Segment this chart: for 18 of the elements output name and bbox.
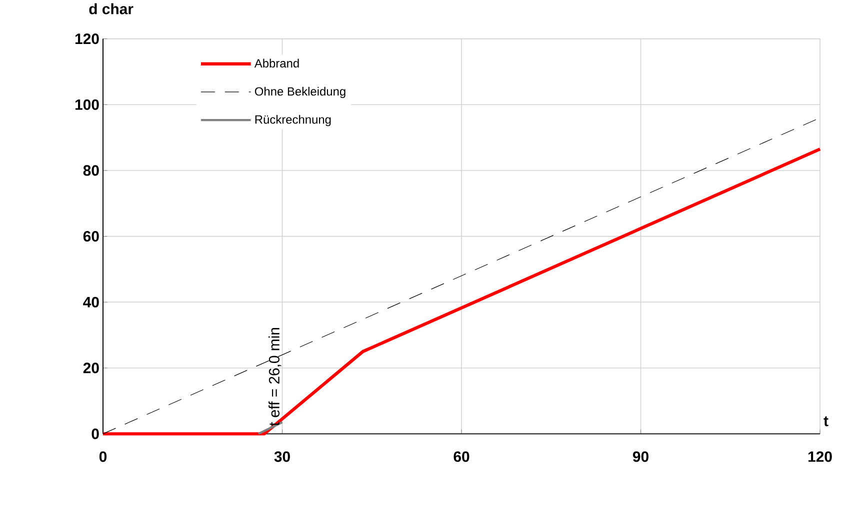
x-tick-label: 60: [454, 451, 470, 462]
legend-label: Abbrand: [254, 58, 299, 68]
x-tick-label: 120: [808, 451, 832, 462]
annotation: t eff = 26,0 min: [268, 328, 282, 426]
x-tick-label: 90: [632, 451, 648, 462]
y-tick-label: 20: [83, 362, 99, 374]
legend-label: Rückrechnung: [255, 115, 331, 126]
y-tick-label: 120: [75, 34, 99, 44]
x-tick-label: 0: [99, 451, 107, 462]
x-axis-title: t: [824, 416, 828, 426]
y-tick-label: 60: [83, 231, 99, 242]
y-tick-label: 40: [83, 296, 99, 308]
legend-label: Ohne Bekleidung: [254, 86, 346, 98]
y-tick-label: 80: [83, 165, 99, 176]
y-axis-title: d char: [89, 3, 134, 14]
x-tick-label: 30: [274, 451, 290, 462]
y-tick-label: 100: [75, 99, 99, 110]
y-tick-label: 0: [92, 428, 99, 440]
